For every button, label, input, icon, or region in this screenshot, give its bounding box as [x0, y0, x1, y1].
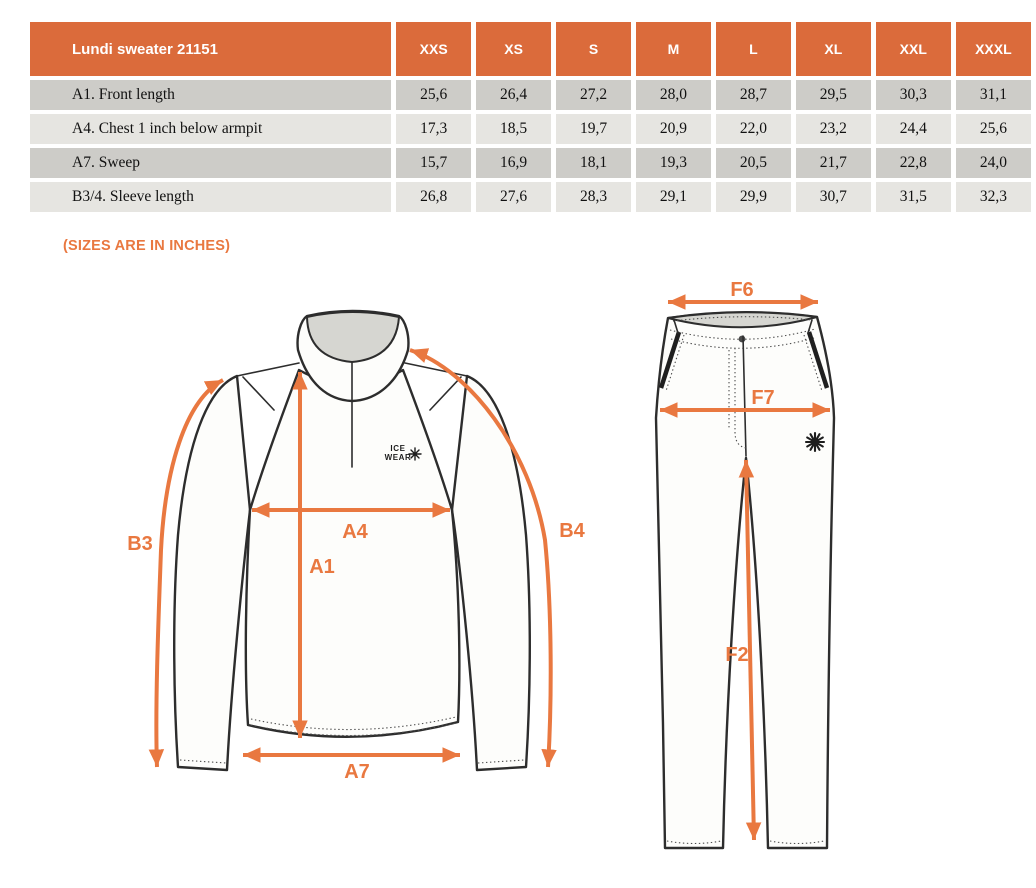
measurement-value-cell: 28,7 — [715, 80, 791, 110]
pants-center-front-seam — [742, 335, 747, 457]
measurement-value-cell: 25,6 — [955, 114, 1031, 144]
pants-fly-stitch — [734, 348, 747, 449]
measurement-value-cell: 32,3 — [955, 182, 1031, 212]
sweater-right-sleeve — [450, 374, 531, 772]
a7-label: A7 — [344, 761, 370, 783]
sweater-left-shoulder-seam — [236, 362, 300, 377]
measurement-value-cell: 29,1 — [636, 182, 711, 212]
b4-arrow — [409, 348, 557, 768]
pants-left-pocket — [658, 331, 682, 389]
measurement-value-cell: 21,7 — [795, 148, 871, 178]
measurement-value-cell: 19,7 — [556, 114, 632, 144]
f2-arrow — [738, 459, 762, 841]
measurement-value-cell: 29,5 — [795, 80, 871, 110]
pants-right-pocket — [806, 331, 830, 389]
measurement-label: A4. Chest 1 inch below armpit — [30, 114, 392, 144]
measurement-label: B3/4. Sleeve length — [30, 182, 392, 212]
b4-label: B4 — [559, 520, 585, 542]
measurement-value-cell: 20,9 — [636, 114, 711, 144]
measurement-value-cell: 18,5 — [476, 114, 552, 144]
size-col-xxxl: XXXL — [955, 22, 1031, 76]
measurement-value-cell: 29,9 — [715, 182, 791, 212]
sweater-right-raglan-seam — [429, 376, 462, 411]
b3-arrow — [148, 378, 224, 768]
measurement-value-cell: 17,3 — [396, 114, 472, 144]
size-col-xl: XL — [795, 22, 871, 76]
table-row: A7. Sweep 15,7 16,9 18,1 19,3 20,5 21,7 … — [30, 148, 1031, 178]
measurement-value-cell: 20,5 — [715, 148, 791, 178]
measurement-value-cell: 27,6 — [476, 182, 552, 212]
garment-diagrams: ICE WEAR B3 B4 A4 A1 A7 — [127, 279, 836, 850]
f7-label: F7 — [751, 387, 774, 409]
pants-button — [738, 335, 746, 343]
f6-label: F6 — [730, 279, 753, 301]
size-col-xxs: XXS — [396, 22, 472, 76]
icewear-logo-line2: WEAR — [385, 453, 412, 462]
measurement-value-cell: 28,0 — [636, 80, 711, 110]
size-col-xxl: XXL — [875, 22, 951, 76]
pants-diagram: F6 F7 F2 — [654, 279, 836, 850]
table-row: A1. Front length 25,6 26,4 27,2 28,0 28,… — [30, 80, 1031, 110]
pants-right-hem-stitch — [769, 840, 825, 845]
snowflake-icon — [804, 431, 826, 453]
measurement-value-cell: 31,5 — [875, 182, 951, 212]
pants-right-pocket-stitch — [803, 334, 823, 392]
measurement-value-cell: 16,9 — [476, 148, 552, 178]
measurement-value-cell: 31,1 — [955, 80, 1031, 110]
measurement-value-cell: 28,3 — [556, 182, 632, 212]
measurement-value-cell: 23,2 — [795, 114, 871, 144]
f2-label: F2 — [725, 644, 748, 666]
table-header-row: Lundi sweater 21151 XXS XS S M L XL XXL … — [30, 22, 1031, 76]
a1-label: A1 — [309, 556, 335, 578]
measurement-label: A7. Sweep — [30, 148, 392, 178]
measurement-value-cell: 30,3 — [875, 80, 951, 110]
pants-waist-inside — [667, 311, 818, 329]
measurement-value-cell: 26,4 — [476, 80, 552, 110]
pants-right-belt-loop — [807, 319, 813, 334]
size-col-xs: XS — [476, 22, 552, 76]
measurement-value-cell: 24,0 — [955, 148, 1031, 178]
icewear-logo-line1: ICE — [390, 444, 405, 453]
measurement-value-cell: 18,1 — [556, 148, 632, 178]
pants-left-belt-loop — [673, 319, 679, 334]
a4-label: A4 — [342, 521, 368, 543]
product-title-cell: Lundi sweater 21151 — [30, 22, 392, 76]
measurement-value-cell: 15,7 — [396, 148, 472, 178]
table-row: B3/4. Sleeve length 26,8 27,6 28,3 29,1 … — [30, 182, 1031, 212]
size-col-s: S — [556, 22, 632, 76]
pants-left-pocket-stitch — [665, 334, 685, 392]
sweater-left-sleeve — [173, 374, 252, 772]
size-chart-table: Lundi sweater 21151 XXS XS S M L XL XXL … — [25, 18, 1036, 216]
units-note: (SIZES ARE IN INCHES) — [63, 238, 231, 254]
snowflake-icon — [408, 447, 422, 461]
size-col-m: M — [636, 22, 711, 76]
measurement-value-cell: 19,3 — [636, 148, 711, 178]
pants-waistband-stitch — [669, 328, 816, 340]
measurement-value-cell: 22,0 — [715, 114, 791, 144]
size-col-l: L — [715, 22, 791, 76]
sweater-collar-inside — [305, 311, 401, 364]
measurement-value-cell: 27,2 — [556, 80, 632, 110]
sweater-right-shoulder-seam — [404, 362, 468, 377]
measurement-value-cell: 25,6 — [396, 80, 472, 110]
measurement-value-cell: 22,8 — [875, 148, 951, 178]
pants-left-hem-stitch — [666, 840, 722, 845]
sweater-left-raglan-seam — [242, 376, 275, 411]
measurement-value-cell: 26,8 — [396, 182, 472, 212]
measurement-value-cell: 30,7 — [795, 182, 871, 212]
sweater-diagram: ICE WEAR B3 B4 A4 A1 A7 — [127, 309, 586, 783]
table-row: A4. Chest 1 inch below armpit 17,3 18,5 … — [30, 114, 1031, 144]
b3-label: B3 — [127, 533, 153, 555]
measurement-label: A1. Front length — [30, 80, 392, 110]
measurement-value-cell: 24,4 — [875, 114, 951, 144]
